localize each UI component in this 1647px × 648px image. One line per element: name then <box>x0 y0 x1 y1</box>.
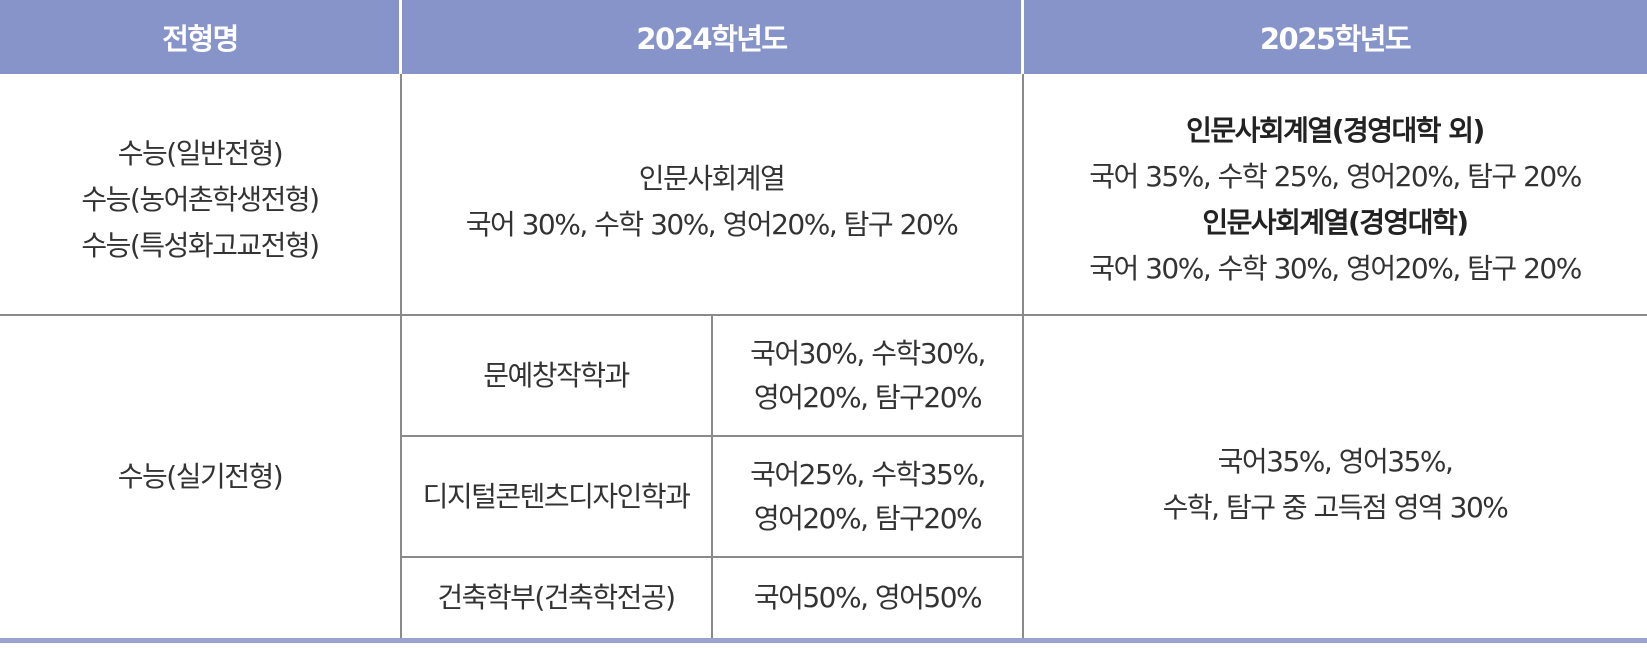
row1-name-line: 수능(특성화고교전형) <box>81 228 320 262</box>
subrow-divider <box>400 435 1023 437</box>
row1-2025-title-b: 인문사회계열(경영대학) <box>1202 205 1469 239</box>
column-divider <box>400 74 402 638</box>
subrow-divider <box>400 556 1023 558</box>
row2-name-cell: 수능(실기전형) <box>0 316 400 638</box>
table-bottom-rule <box>0 638 1647 643</box>
subcolumn-divider <box>711 316 713 638</box>
row-divider <box>0 314 1647 316</box>
dept-ratio-line: 영어20%, 탐구20% <box>753 501 983 535</box>
dept-cell: 문예창작학과 <box>400 316 712 436</box>
dept-ratio-cell: 국어30%, 수학30%, 영어20%, 탐구20% <box>712 316 1023 436</box>
row1-name-cell: 수능(일반전형) 수능(농어촌학생전형) 수능(특성화고교전형) <box>0 74 400 315</box>
dept-cell: 건축학부(건축학전공) <box>400 557 712 638</box>
row2-2025-line: 수학, 탐구 중 고득점 영역 30% <box>1162 491 1509 524</box>
dept-ratio-cell: 국어50%, 영어50% <box>712 557 1023 638</box>
dept-ratio-line: 영어20%, 탐구20% <box>753 381 983 414</box>
row1-name-line: 수능(일반전형) <box>117 136 284 170</box>
header-divider <box>399 0 402 74</box>
header-2025-label: 2025학년도 <box>1259 22 1412 56</box>
header-divider <box>1021 0 1024 74</box>
row2-2025-cell: 국어35%, 영어35%, 수학, 탐구 중 고득점 영역 30% <box>1023 316 1647 638</box>
row2-name: 수능(실기전형) <box>117 460 284 493</box>
header-name-label: 전형명 <box>162 22 239 56</box>
row1-2025-cell: 인문사회계열(경영대학 외) 국어 35%, 수학 25%, 영어20%, 탐구… <box>1023 74 1647 315</box>
header-name: 전형명 <box>0 0 400 74</box>
row1-2024-cell: 인문사회계열 국어 30%, 수학 30%, 영어20%, 탐구 20% <box>400 74 1023 315</box>
row1-2024-ratio: 국어 30%, 수학 30%, 영어20%, 탐구 20% <box>465 207 959 241</box>
column-divider <box>1022 74 1024 638</box>
header-2025: 2025학년도 <box>1023 0 1647 74</box>
row1-name-line: 수능(농어촌학생전형) <box>81 182 320 216</box>
dept-ratio-line: 국어50%, 영어50% <box>753 580 983 614</box>
dept-name: 디지털콘텐츠디자인학과 <box>422 479 691 513</box>
header-2024-label: 2024학년도 <box>636 22 788 56</box>
dept-name: 건축학부(건축학전공) <box>437 580 676 614</box>
dept-ratio-line: 국어25%, 수학35%, <box>750 457 986 491</box>
row2-2025-line: 국어35%, 영어35%, <box>1217 445 1454 478</box>
dept-cell: 디지털콘텐츠디자인학과 <box>400 436 712 557</box>
row1-2024-title: 인문사회계열 <box>638 161 786 195</box>
row1-2025-ratio-b: 국어 30%, 수학 30%, 영어20%, 탐구 20% <box>1089 251 1582 285</box>
row1-2025-ratio-a: 국어 35%, 수학 25%, 영어20%, 탐구 20% <box>1089 159 1582 193</box>
dept-ratio-cell: 국어25%, 수학35%, 영어20%, 탐구20% <box>712 436 1023 557</box>
header-2024: 2024학년도 <box>400 0 1023 74</box>
dept-ratio-line: 국어30%, 수학30%, <box>750 337 986 370</box>
dept-name: 문예창작학과 <box>483 359 630 392</box>
row1-2025-title-a: 인문사회계열(경영대학 외) <box>1186 113 1485 147</box>
